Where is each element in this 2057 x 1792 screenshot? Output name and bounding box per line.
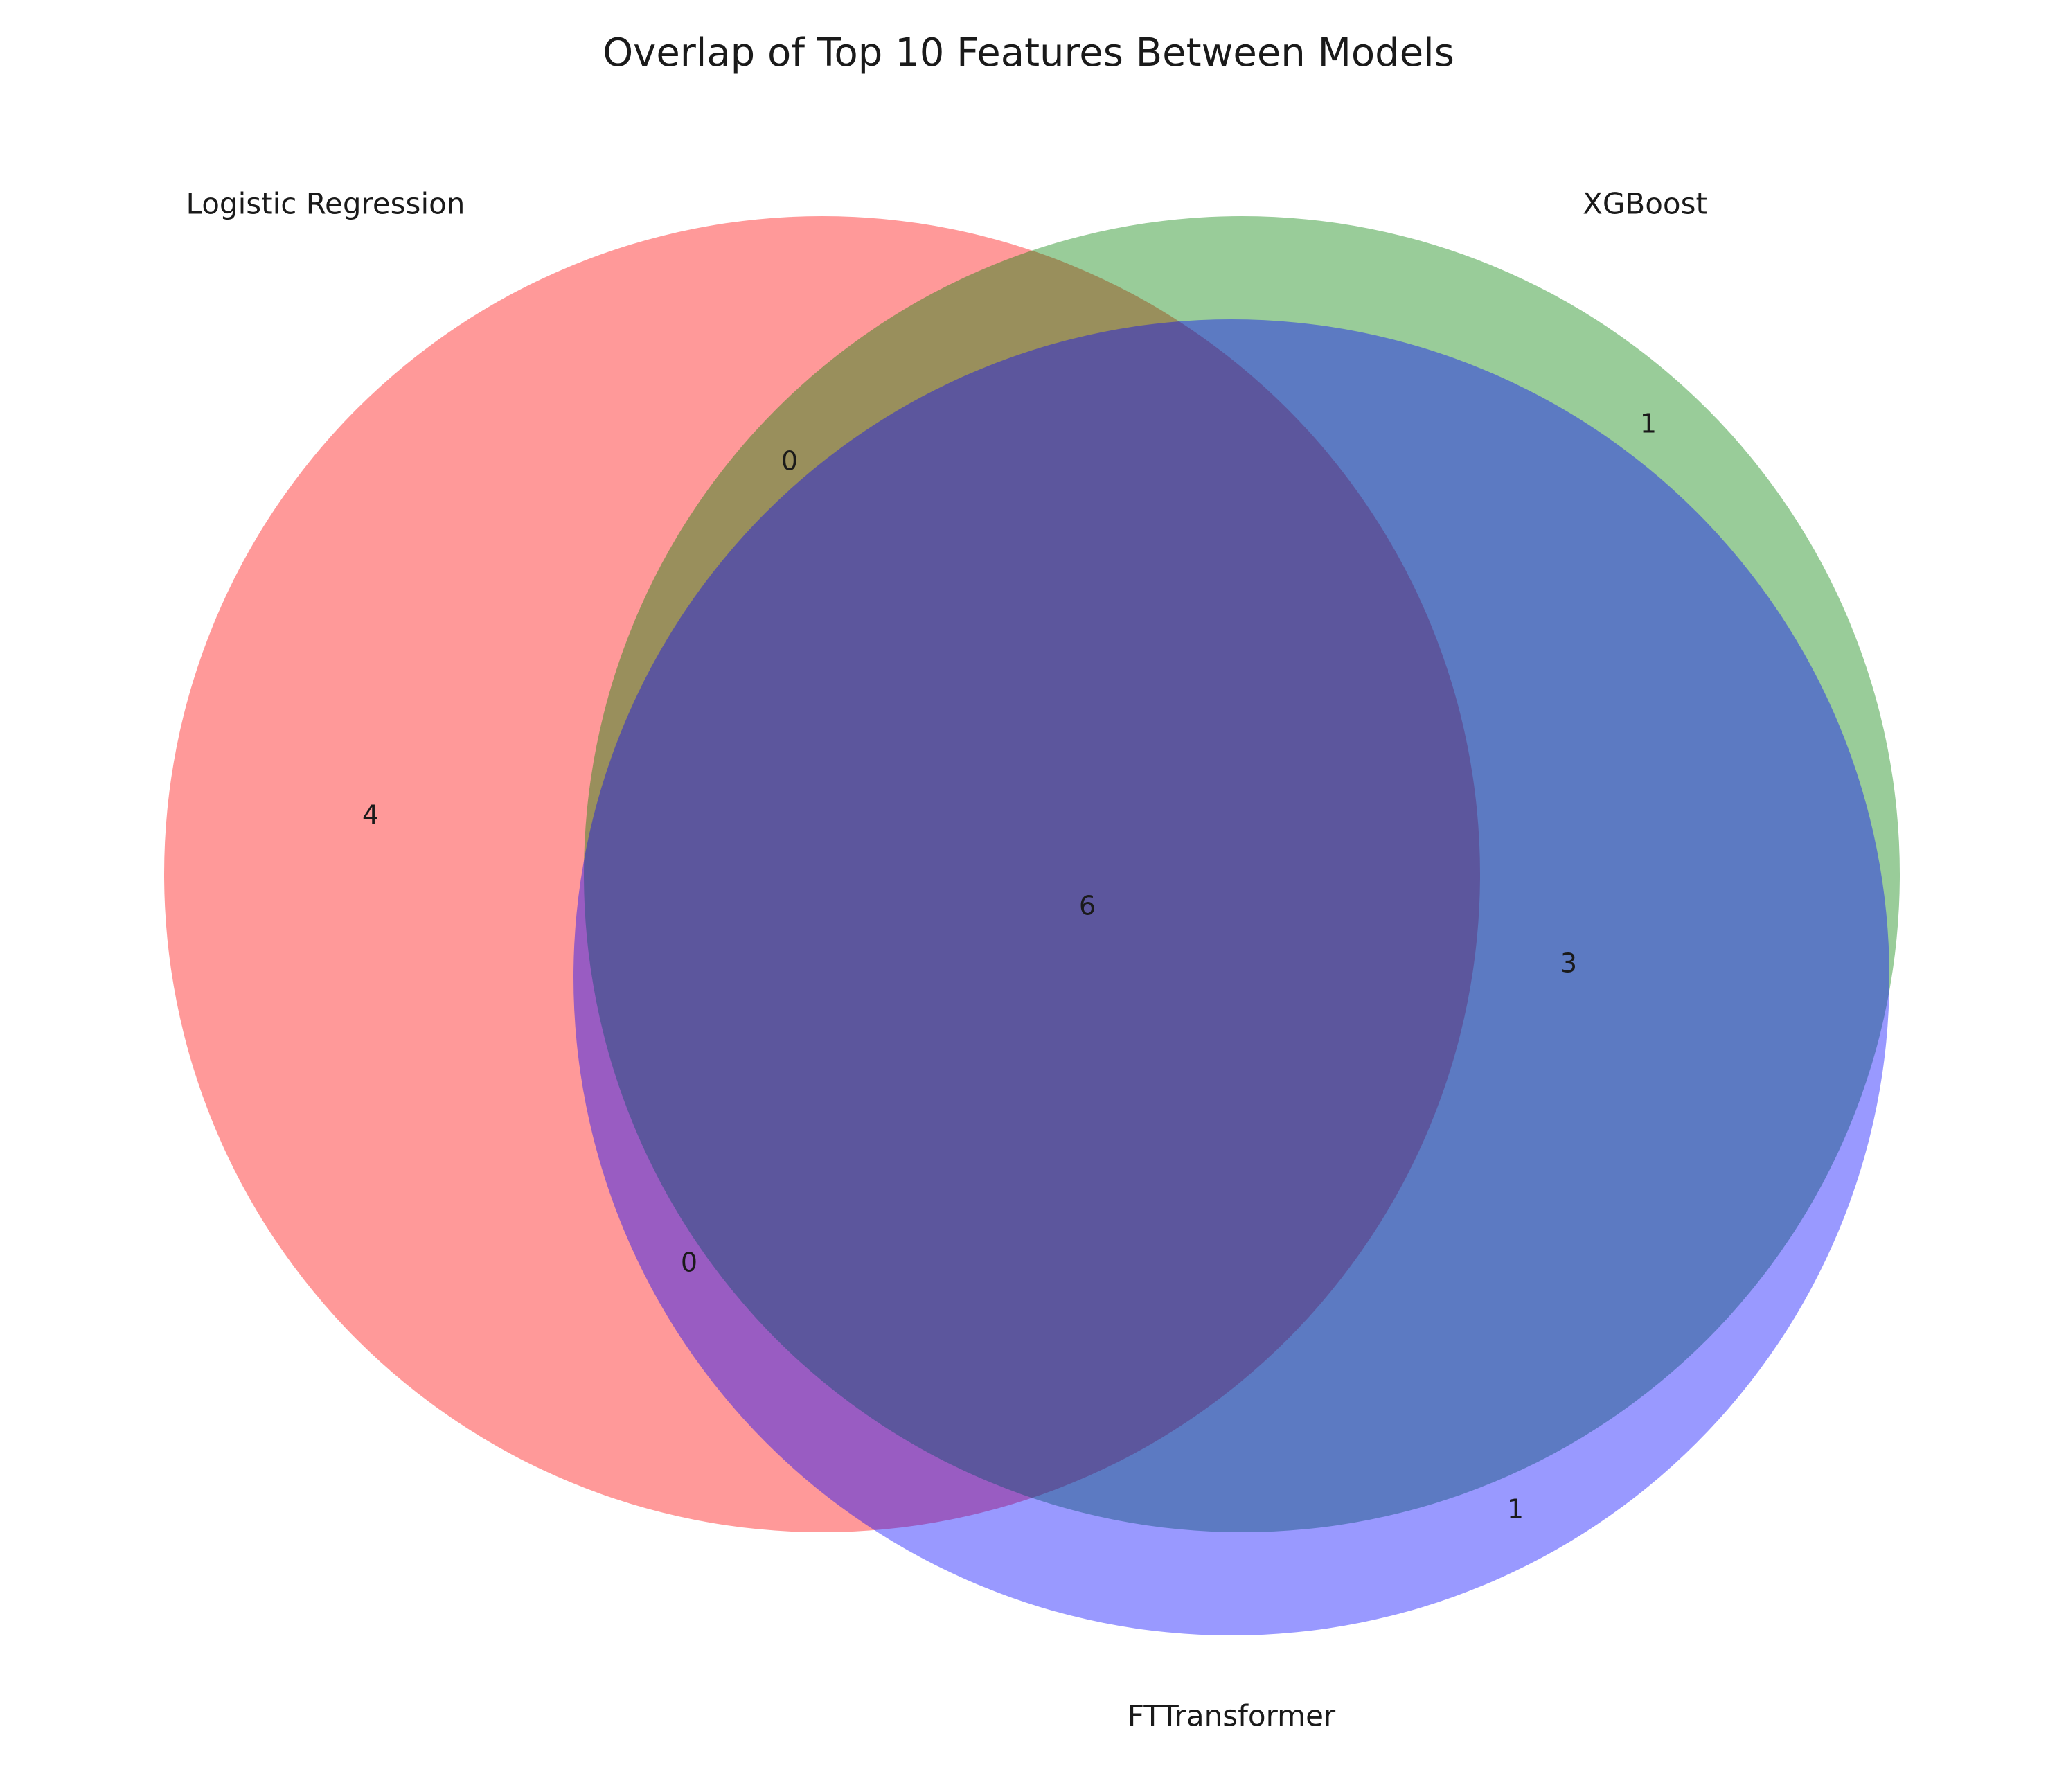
chart-title: Overlap of Top 10 Features Between Model… [603, 30, 1454, 76]
circle-logistic-regression [164, 216, 1480, 1532]
count-xgboost-only: 1 [1640, 409, 1657, 439]
count-logistic-regression-xgboost: 0 [781, 446, 798, 477]
set-label-fttransformer: FTTransformer [1128, 1699, 1336, 1733]
venn-circles [164, 216, 1900, 1635]
count-fttransformer-only: 1 [1507, 1494, 1524, 1525]
circle-fttransformer [573, 319, 1889, 1635]
set-labels: Logistic Regression XGBoost FTTransforme… [186, 187, 1707, 1733]
region-counts: 4 1 1 0 0 3 6 [362, 409, 1657, 1525]
count-xgboost-fttransformer: 3 [1560, 948, 1577, 979]
circle-xgboost [584, 216, 1900, 1532]
count-all-three: 6 [1079, 891, 1096, 921]
count-logistic-regression-fttransformer: 0 [681, 1248, 697, 1278]
set-label-xgboost: XGBoost [1583, 187, 1707, 221]
set-label-logistic-regression: Logistic Regression [186, 187, 465, 221]
count-logistic-regression-only: 4 [362, 800, 379, 831]
